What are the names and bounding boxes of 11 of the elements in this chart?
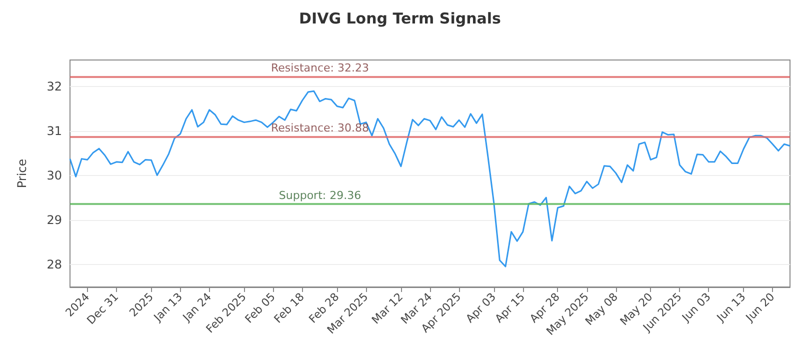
line-series bbox=[69, 90, 791, 268]
chart-title: DIVG Long Term Signals bbox=[299, 10, 502, 28]
y-tick-label: 30 bbox=[46, 168, 62, 183]
y-tick-label: 28 bbox=[46, 258, 62, 272]
y-tick-label: 31 bbox=[46, 124, 62, 138]
ref-line-label: Support: 29.36 bbox=[278, 189, 362, 202]
y-tick-label: 32 bbox=[46, 80, 62, 94]
ref-line-label: Resistance: 30.88 bbox=[271, 122, 369, 135]
y-axis-title: Price bbox=[15, 158, 29, 188]
ref-line-label: Resistance: 32.23 bbox=[271, 61, 369, 74]
y-tick-label: 29 bbox=[46, 213, 62, 228]
